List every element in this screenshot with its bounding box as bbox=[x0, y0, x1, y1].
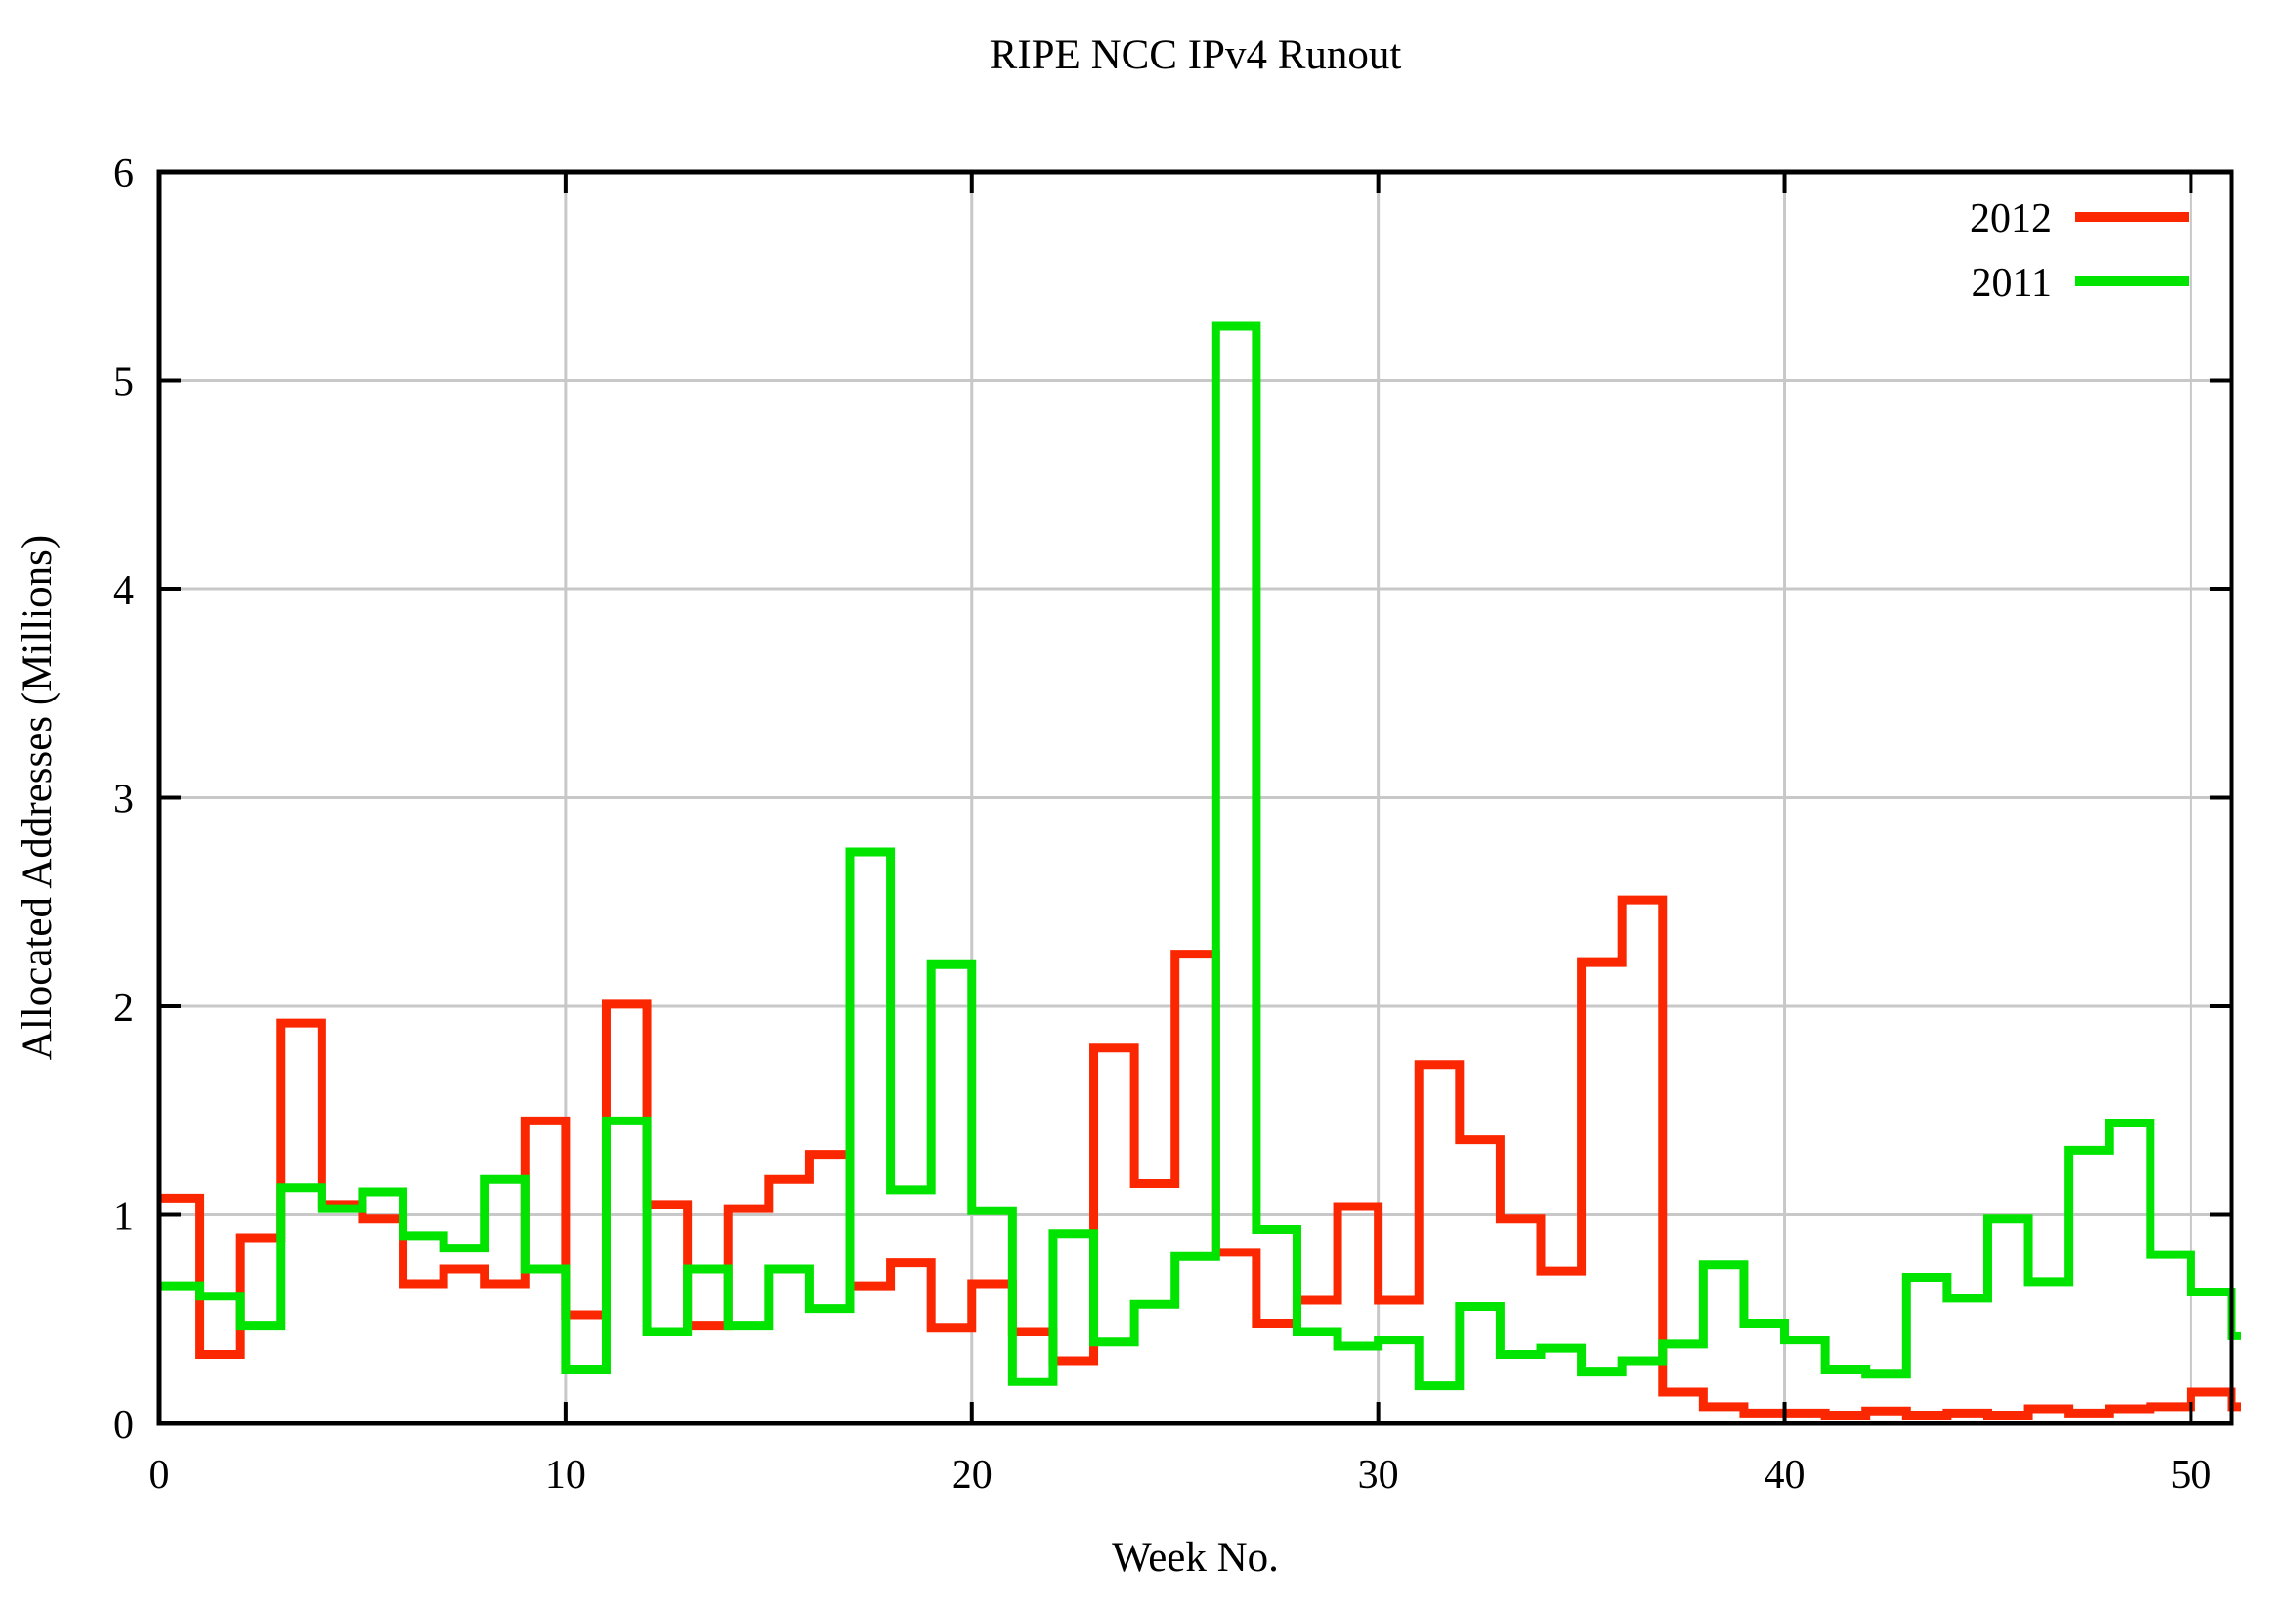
data-series bbox=[159, 321, 2241, 1420]
gridlines bbox=[159, 172, 2232, 1423]
x-tick-label: 30 bbox=[1358, 1453, 1399, 1498]
series-2011-line bbox=[159, 321, 2241, 1391]
y-tick-label: 2 bbox=[113, 986, 134, 1031]
chart-title: RIPE NCC IPv4 Runout bbox=[990, 32, 1402, 78]
x-axis-label: Week No. bbox=[1112, 1535, 1279, 1581]
series-2012-line bbox=[159, 895, 2241, 1420]
y-tick-label: 1 bbox=[113, 1195, 134, 1240]
axis-labels: 0 10 20 30 40 50 0 1 2 3 4 5 6 RIPE NCC IPv4 Runout We… bbox=[15, 32, 2211, 1581]
x-tick-label: 0 bbox=[149, 1453, 170, 1498]
y-axis-label: Allocated Addresses (Millions) bbox=[15, 535, 61, 1060]
legend-label-2011: 2011 bbox=[1972, 261, 2052, 306]
x-tick-label: 20 bbox=[952, 1453, 993, 1498]
x-tick-label: 40 bbox=[1765, 1453, 1806, 1498]
legend-label-2012: 2012 bbox=[1970, 196, 2052, 241]
y-tick-label: 0 bbox=[113, 1403, 134, 1448]
plot-frame bbox=[156, 169, 2234, 1426]
y-tick-label: 5 bbox=[113, 361, 134, 405]
y-tick-label: 6 bbox=[113, 151, 134, 196]
y-tick-label: 4 bbox=[113, 569, 134, 614]
x-tick-label: 10 bbox=[545, 1453, 586, 1498]
x-tick-label: 50 bbox=[2170, 1453, 2211, 1498]
y-tick-label: 3 bbox=[113, 778, 134, 823]
legend: 2012 2011 bbox=[1970, 196, 2189, 306]
